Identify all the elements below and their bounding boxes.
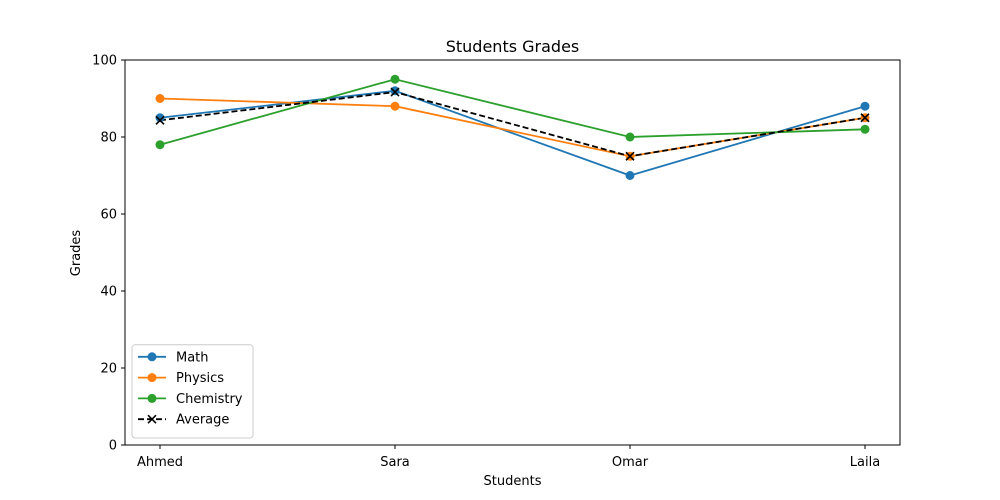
y-tick-label: 60 xyxy=(100,208,117,223)
legend-entry-chemistry: Chemistry xyxy=(138,392,243,407)
x-axis: Ahmed Sara Omar Laila xyxy=(137,445,880,470)
legend-entry-math: Math xyxy=(138,350,209,365)
x-tick-label: Omar xyxy=(612,455,649,470)
series-line-average xyxy=(159,91,866,158)
legend-entry-physics: Physics xyxy=(138,371,224,386)
data-point-physics xyxy=(390,101,400,111)
y-tick-label: 20 xyxy=(100,362,117,377)
x-tick-label: Ahmed xyxy=(137,455,183,470)
legend-label: Chemistry xyxy=(176,392,243,407)
legend-marker xyxy=(147,393,157,403)
data-point-average xyxy=(390,87,400,97)
series-line-chemistry xyxy=(159,78,866,146)
data-point-average xyxy=(155,115,165,125)
x-tick-label: Laila xyxy=(850,455,880,470)
series-markers xyxy=(155,74,870,180)
legend-marker xyxy=(147,414,157,424)
legend-marker xyxy=(147,373,157,383)
data-point-chemistry xyxy=(390,74,400,84)
data-point-average xyxy=(860,113,870,123)
data-point-chemistry xyxy=(625,132,635,142)
legend-label: Average xyxy=(176,413,229,428)
y-axis: 0 20 40 60 80 100 xyxy=(92,54,125,454)
y-tick-label: 40 xyxy=(100,285,117,300)
x-axis-label: Students xyxy=(484,474,542,489)
series-line-math xyxy=(159,89,866,177)
plot-area: 0 20 40 60 80 100 Ahmed Sara Omar Laila xyxy=(92,54,901,470)
data-point-physics xyxy=(155,94,165,103)
y-tick-label: 100 xyxy=(92,54,117,69)
data-point-math xyxy=(625,171,635,180)
series-lines xyxy=(159,78,866,177)
data-point-chemistry xyxy=(155,140,165,150)
legend-box xyxy=(131,344,254,439)
legend-entry-average: Average xyxy=(138,413,229,428)
y-tick-label: 0 xyxy=(109,439,117,454)
data-point-chemistry xyxy=(860,124,870,134)
chart-title: Students Grades xyxy=(446,37,580,56)
data-point-average xyxy=(625,151,635,161)
axes-frame xyxy=(124,59,901,446)
legend: Math Physics Chemistry Average xyxy=(131,344,254,439)
data-point-math xyxy=(155,113,165,123)
data-point-math xyxy=(860,101,870,111)
y-axis-label: Grades xyxy=(69,230,84,277)
legend-label: Math xyxy=(176,350,209,365)
x-tick-label: Sara xyxy=(380,455,410,470)
data-point-math xyxy=(390,86,400,96)
y-tick-label: 80 xyxy=(100,131,117,146)
legend-label: Physics xyxy=(176,371,224,386)
legend-marker xyxy=(147,352,157,362)
